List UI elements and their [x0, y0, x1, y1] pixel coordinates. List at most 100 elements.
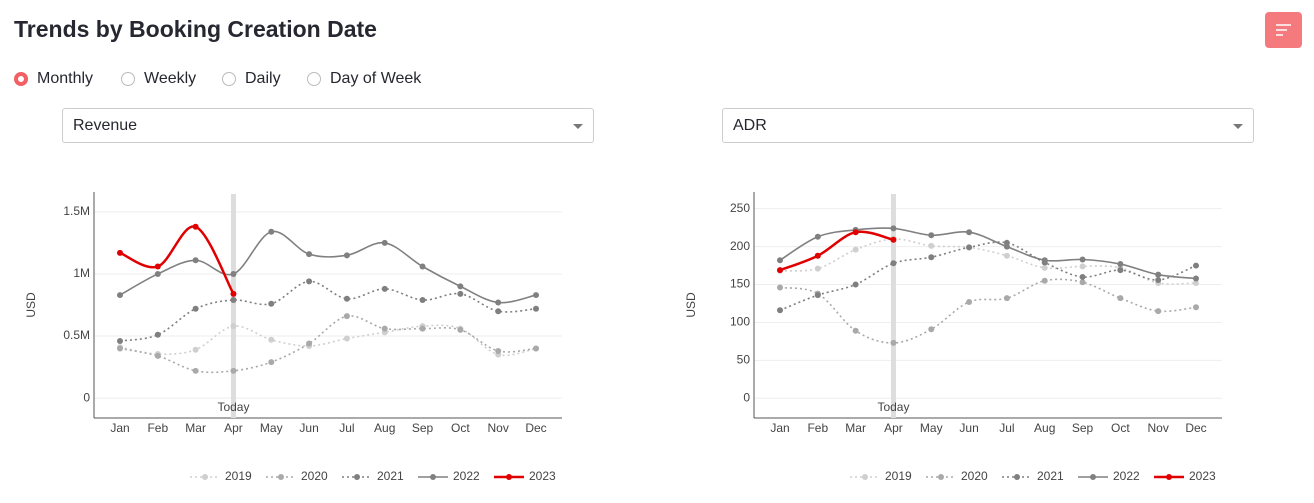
- data-point: [928, 232, 935, 239]
- data-point: [890, 225, 897, 232]
- data-point: [230, 270, 237, 277]
- data-point: [1155, 271, 1162, 278]
- series-line: [119, 324, 537, 357]
- data-point: [1117, 261, 1124, 268]
- data-point: [1003, 243, 1010, 250]
- x-tick-label: May: [920, 421, 943, 435]
- data-point: [1041, 257, 1048, 264]
- menu-button[interactable]: [1265, 12, 1302, 48]
- data-point: [268, 228, 275, 235]
- x-tick-label: Jan: [110, 421, 129, 435]
- data-point: [192, 346, 199, 353]
- data-point: [1079, 263, 1086, 270]
- data-point: [495, 299, 502, 306]
- legend-marker: [202, 474, 208, 480]
- series-line: [119, 230, 537, 304]
- data-point: [154, 263, 161, 270]
- x-tick-label: Sep: [412, 421, 434, 435]
- data-point: [928, 254, 935, 261]
- y-tick-label: 1.5M: [63, 204, 90, 218]
- x-tick-label: Jun: [959, 421, 978, 435]
- data-point: [192, 257, 199, 264]
- data-point: [814, 292, 821, 299]
- data-point: [230, 323, 237, 330]
- y-axis-label: USD: [24, 292, 38, 318]
- data-point: [1041, 264, 1048, 271]
- data-point: [1041, 277, 1048, 284]
- legend-marker: [1090, 474, 1096, 480]
- data-point: [495, 308, 502, 315]
- series-line: [779, 227, 1197, 280]
- data-point: [343, 313, 350, 320]
- data-point: [852, 327, 859, 334]
- data-point: [192, 223, 199, 230]
- radio-option[interactable]: Day of Week: [307, 70, 421, 88]
- data-point: [1003, 295, 1010, 302]
- radio-circle: [222, 72, 236, 86]
- series-line: [779, 238, 1197, 285]
- radio-option[interactable]: Monthly: [14, 70, 93, 88]
- radio-option[interactable]: Weekly: [121, 70, 196, 88]
- legend-label: 2023: [1189, 469, 1216, 483]
- data-point: [1079, 279, 1086, 286]
- data-point: [533, 292, 539, 299]
- data-point: [419, 325, 426, 332]
- dropdown-value: Revenue: [73, 117, 138, 134]
- series-line: [119, 225, 235, 295]
- y-tick-label: 1M: [73, 266, 90, 280]
- x-tick-label: Jan: [770, 421, 789, 435]
- data-point: [966, 229, 973, 236]
- data-point: [192, 367, 199, 374]
- y-tick-label: 0: [743, 390, 750, 404]
- legend-marker: [430, 474, 436, 480]
- data-point: [928, 326, 935, 333]
- data-point: [381, 325, 388, 332]
- data-point: [928, 242, 935, 249]
- legend-label: 2020: [961, 469, 988, 483]
- data-point: [1117, 295, 1124, 302]
- data-point: [890, 236, 897, 243]
- data-point: [154, 352, 161, 359]
- radio-label: Day of Week: [330, 70, 422, 87]
- data-point: [381, 285, 388, 292]
- metric-dropdown[interactable]: ADR: [722, 108, 1254, 143]
- y-tick-label: 150: [730, 277, 750, 291]
- legend-marker: [1014, 474, 1020, 480]
- data-point: [777, 307, 783, 314]
- legend-label: 2021: [1037, 469, 1064, 483]
- data-point: [1193, 304, 1199, 311]
- radio-circle: [14, 72, 28, 86]
- data-point: [419, 263, 426, 270]
- radio-label: Monthly: [37, 70, 94, 87]
- data-point: [457, 290, 464, 297]
- metric-dropdown[interactable]: Revenue: [62, 108, 594, 143]
- data-point: [777, 257, 783, 264]
- data-point: [117, 338, 123, 345]
- x-tick-label: Jul: [339, 421, 354, 435]
- data-point: [343, 295, 350, 302]
- page-title: Trends by Booking Creation Date: [14, 16, 377, 42]
- data-point: [1117, 267, 1124, 274]
- series-line: [119, 315, 537, 374]
- x-tick-label: Apr: [884, 421, 903, 435]
- series-line: [779, 230, 894, 272]
- legend-label: 2022: [1113, 469, 1140, 483]
- data-point: [117, 292, 123, 299]
- radio-label: Weekly: [144, 70, 197, 87]
- data-point: [814, 233, 821, 240]
- data-point: [230, 367, 237, 374]
- data-point: [1193, 262, 1199, 269]
- dropdown-arrow: [1233, 124, 1243, 129]
- data-point: [268, 359, 275, 366]
- x-tick-label: Dec: [1185, 421, 1206, 435]
- data-point: [777, 284, 783, 291]
- data-point: [154, 270, 161, 277]
- radio-option[interactable]: Daily: [222, 70, 281, 88]
- data-point: [814, 265, 821, 272]
- data-point: [852, 281, 859, 288]
- data-point: [533, 345, 539, 352]
- data-point: [306, 278, 313, 285]
- data-point: [1079, 273, 1086, 280]
